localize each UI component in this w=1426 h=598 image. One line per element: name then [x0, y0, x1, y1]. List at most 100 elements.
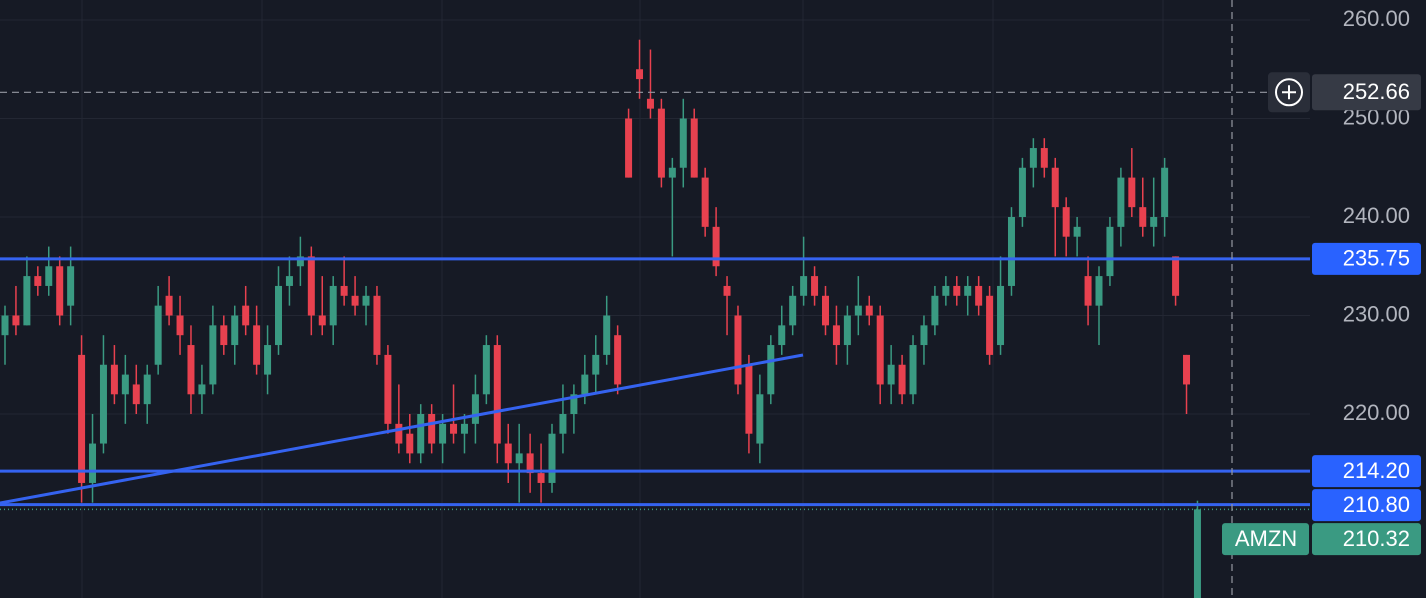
level-label: 235.75 [1343, 246, 1410, 271]
crosshair-plus-sign [1282, 85, 1296, 100]
last-price-label: 210.32 [1343, 526, 1410, 551]
candle-body [187, 345, 195, 395]
candle-body [78, 354, 86, 483]
candle-body [843, 315, 851, 346]
candle-body [1128, 177, 1136, 208]
candle-body [329, 285, 337, 326]
candle-body [1018, 167, 1026, 217]
candle-body [734, 315, 742, 385]
symbol-label: AMZN [1235, 526, 1297, 551]
y-tick-label: 260.00 [1343, 6, 1410, 31]
candle-body [285, 276, 293, 286]
candle-body [1193, 509, 1201, 598]
level-label-box [1312, 242, 1421, 275]
candle-body [942, 285, 950, 296]
candle-body [460, 423, 468, 434]
candle-body [56, 266, 64, 316]
candle-body [67, 266, 75, 306]
candle-body [1073, 226, 1081, 237]
candle-body [614, 335, 622, 385]
candle-body [964, 285, 972, 296]
candle-body [1062, 207, 1070, 237]
crosshair-plus-icon [1275, 78, 1303, 107]
candle-body [712, 226, 720, 267]
candle-body [767, 345, 775, 395]
candle-body [811, 276, 819, 296]
candle-body [121, 374, 129, 395]
candle-body [110, 364, 118, 395]
candle-body [198, 384, 206, 395]
price-axis: 260.00250.00240.00230.00220.00235.75214.… [1222, 6, 1421, 556]
candle-body [373, 295, 381, 355]
crosshair-label: 252.66 [1343, 79, 1410, 104]
candle-body [887, 364, 895, 385]
candle-body [1150, 216, 1158, 227]
overlay [0, 0, 1310, 598]
candle-body [318, 315, 326, 326]
level-label: 214.20 [1343, 458, 1410, 483]
candle-body [1, 315, 9, 336]
candle-body [570, 394, 578, 414]
candle-body [143, 374, 151, 405]
candle-body [493, 345, 501, 444]
candle-body [537, 473, 545, 483]
candle-body [854, 305, 862, 316]
candle-body [909, 345, 917, 395]
candle-body [34, 276, 42, 286]
candle-body [165, 295, 173, 316]
candle-body [450, 423, 458, 434]
candle-body [340, 285, 348, 296]
candle-body [625, 118, 633, 178]
candle-body [1172, 256, 1180, 296]
candle-body [99, 364, 107, 444]
crosshair-label-box [1312, 74, 1421, 111]
candle-body [1117, 177, 1125, 227]
candle-body [1051, 167, 1059, 208]
candle-body [132, 384, 140, 405]
candle-body [1161, 167, 1169, 217]
candle-body [12, 315, 20, 326]
candle-body [176, 315, 184, 336]
candle-body [384, 354, 392, 424]
y-tick-label: 220.00 [1343, 400, 1410, 425]
candle-body [471, 394, 479, 424]
candle-body [253, 325, 261, 365]
candle-body [89, 443, 97, 483]
candle-body [395, 423, 403, 444]
candle-body [832, 325, 840, 346]
candle-body [1040, 148, 1048, 168]
candle-body [865, 305, 873, 316]
candle-body [23, 276, 31, 326]
candle-body [154, 305, 162, 365]
candle-body [756, 394, 764, 444]
candle-body [439, 423, 447, 444]
candle-body [231, 315, 239, 346]
y-tick-label: 230.00 [1343, 301, 1410, 326]
candle-body [526, 453, 534, 474]
level-label-box [1312, 455, 1421, 488]
candle-body [45, 266, 53, 286]
candle-body [668, 167, 676, 178]
candle-body [1095, 276, 1103, 306]
candle-body [1183, 354, 1191, 385]
candle-body [362, 295, 370, 306]
candle-body [548, 433, 556, 483]
candle-body [1084, 276, 1092, 306]
candle-body [986, 295, 994, 355]
candle-body [679, 118, 687, 168]
candle-body [504, 443, 512, 464]
plot [1, 39, 1201, 598]
candle-body [559, 414, 567, 434]
candle-body [1007, 216, 1015, 286]
candle-body [657, 108, 665, 178]
candle-body [723, 285, 731, 296]
grid [0, 19, 1310, 415]
candle-body [822, 295, 829, 326]
candle-body [406, 433, 414, 454]
level-label-box [1312, 489, 1421, 522]
candle-body [789, 295, 797, 326]
candle-body [275, 285, 282, 346]
candle-body [581, 374, 589, 395]
